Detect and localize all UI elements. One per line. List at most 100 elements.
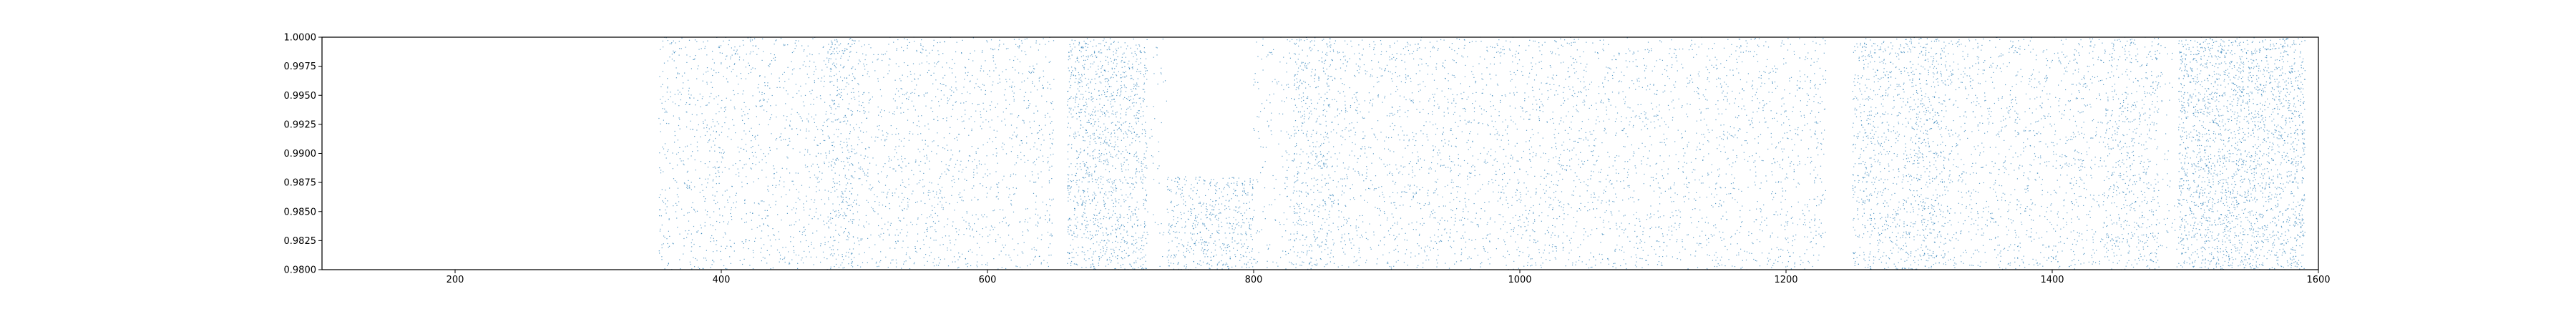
scatter-point — [1098, 177, 1100, 179]
scatter-point — [1003, 175, 1005, 177]
scatter-point — [1269, 52, 1270, 53]
scatter-point — [830, 54, 831, 55]
scatter-point — [1068, 194, 1070, 195]
scatter-point — [912, 224, 913, 225]
scatter-point — [786, 168, 788, 170]
scatter-point — [1326, 240, 1327, 242]
scatter-point — [975, 152, 977, 154]
scatter-point — [741, 241, 743, 242]
scatter-point — [1080, 112, 1082, 113]
scatter-point — [967, 72, 969, 73]
scatter-point — [1196, 182, 1198, 184]
scatter-point — [723, 111, 725, 112]
scatter-point — [1102, 131, 1103, 132]
scatter-point — [1241, 243, 1242, 245]
scatter-point — [763, 223, 764, 225]
scatter-point — [930, 237, 932, 239]
scatter-point — [862, 132, 864, 133]
scatter-point — [718, 111, 720, 112]
scatter-point — [1038, 124, 1040, 127]
scatter-point — [980, 67, 982, 69]
scatter-point — [1121, 170, 1123, 172]
scatter-point — [995, 239, 997, 240]
scatter-point — [1113, 149, 1116, 150]
scatter-point — [837, 52, 839, 54]
scatter-point — [1136, 220, 1138, 221]
scatter-point — [1295, 263, 1297, 265]
scatter-point — [844, 190, 846, 192]
scatter-point — [900, 80, 902, 82]
scatter-point — [1108, 171, 1110, 172]
scatter-point — [821, 172, 823, 174]
scatter-point — [905, 93, 907, 94]
scatter-point — [1204, 249, 1206, 250]
scatter-point — [1228, 268, 1229, 270]
scatter-point — [787, 157, 789, 159]
scatter-point — [1106, 49, 1108, 51]
scatter-point — [731, 219, 733, 220]
scatter-point — [665, 110, 667, 112]
scatter-point — [761, 59, 763, 61]
scatter-point — [985, 119, 987, 121]
scatter-point — [1143, 268, 1144, 270]
scatter-point — [1018, 115, 1020, 117]
scatter-point — [1103, 247, 1104, 249]
scatter-point — [1186, 180, 1187, 182]
scatter-point — [968, 59, 970, 60]
scatter-point — [742, 119, 743, 121]
scatter-point — [691, 233, 692, 235]
scatter-point — [667, 242, 668, 245]
scatter-point — [982, 228, 983, 230]
scatter-point — [713, 211, 715, 212]
scatter-point — [1245, 232, 1246, 235]
scatter-point — [1104, 253, 1106, 255]
scatter-point — [1087, 154, 1088, 155]
scatter-point — [1130, 99, 1131, 101]
scatter-point — [993, 258, 995, 260]
scatter-point — [1143, 89, 1145, 90]
scatter-point — [1093, 132, 1095, 134]
scatter-point — [1070, 180, 1071, 182]
scatter-point — [741, 186, 743, 187]
scatter-point — [974, 87, 975, 89]
scatter-point — [932, 217, 933, 218]
scatter-point — [1175, 177, 1176, 179]
scatter-point — [887, 133, 889, 134]
scatter-point — [1242, 245, 1244, 247]
scatter-point — [1034, 85, 1035, 87]
scatter-point — [952, 261, 953, 263]
scatter-point — [1301, 101, 1302, 102]
scatter-point — [1077, 168, 1078, 170]
scatter-point — [1068, 178, 1069, 180]
scatter-point — [1115, 167, 1116, 170]
scatter-point — [1171, 240, 1173, 242]
scatter-point — [763, 93, 765, 94]
scatter-point — [851, 253, 852, 255]
scatter-point — [679, 147, 680, 148]
scatter-point — [859, 127, 860, 129]
scatter-point — [834, 64, 835, 66]
scatter-point — [692, 151, 693, 152]
scatter-point — [1209, 213, 1211, 215]
scatter-point — [1257, 230, 1258, 232]
scatter-point — [925, 235, 927, 237]
scatter-point — [1280, 257, 1282, 258]
scatter-point — [944, 41, 945, 42]
scatter-point — [1241, 215, 1244, 217]
scatter-point — [759, 75, 761, 77]
scatter-point — [819, 142, 821, 144]
scatter-point — [1144, 64, 1146, 66]
scatter-point — [1246, 267, 1247, 268]
scatter-point — [1126, 214, 1128, 215]
scatter-point — [836, 158, 838, 160]
scatter-point — [726, 268, 728, 270]
scatter-point — [1146, 39, 1148, 40]
scatter-point — [688, 104, 690, 105]
scatter-point — [1189, 246, 1191, 247]
scatter-point — [1247, 261, 1249, 263]
scatter-point — [1236, 212, 1239, 213]
scatter-point — [887, 267, 889, 268]
scatter-point — [1101, 111, 1102, 112]
scatter-point — [917, 233, 919, 235]
scatter-point — [1317, 102, 1319, 104]
